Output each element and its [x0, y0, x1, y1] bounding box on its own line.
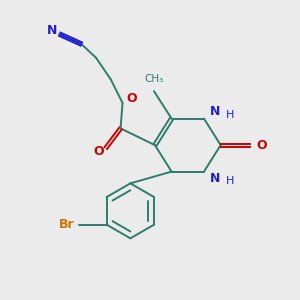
Text: H: H [226, 176, 234, 186]
Text: N: N [47, 24, 57, 37]
Text: O: O [256, 139, 267, 152]
Text: H: H [226, 110, 234, 120]
Text: N: N [210, 105, 220, 118]
Text: N: N [210, 172, 220, 185]
Text: Br: Br [58, 218, 74, 231]
Text: O: O [126, 92, 137, 106]
Text: CH₃: CH₃ [144, 74, 164, 84]
Text: O: O [94, 146, 104, 158]
